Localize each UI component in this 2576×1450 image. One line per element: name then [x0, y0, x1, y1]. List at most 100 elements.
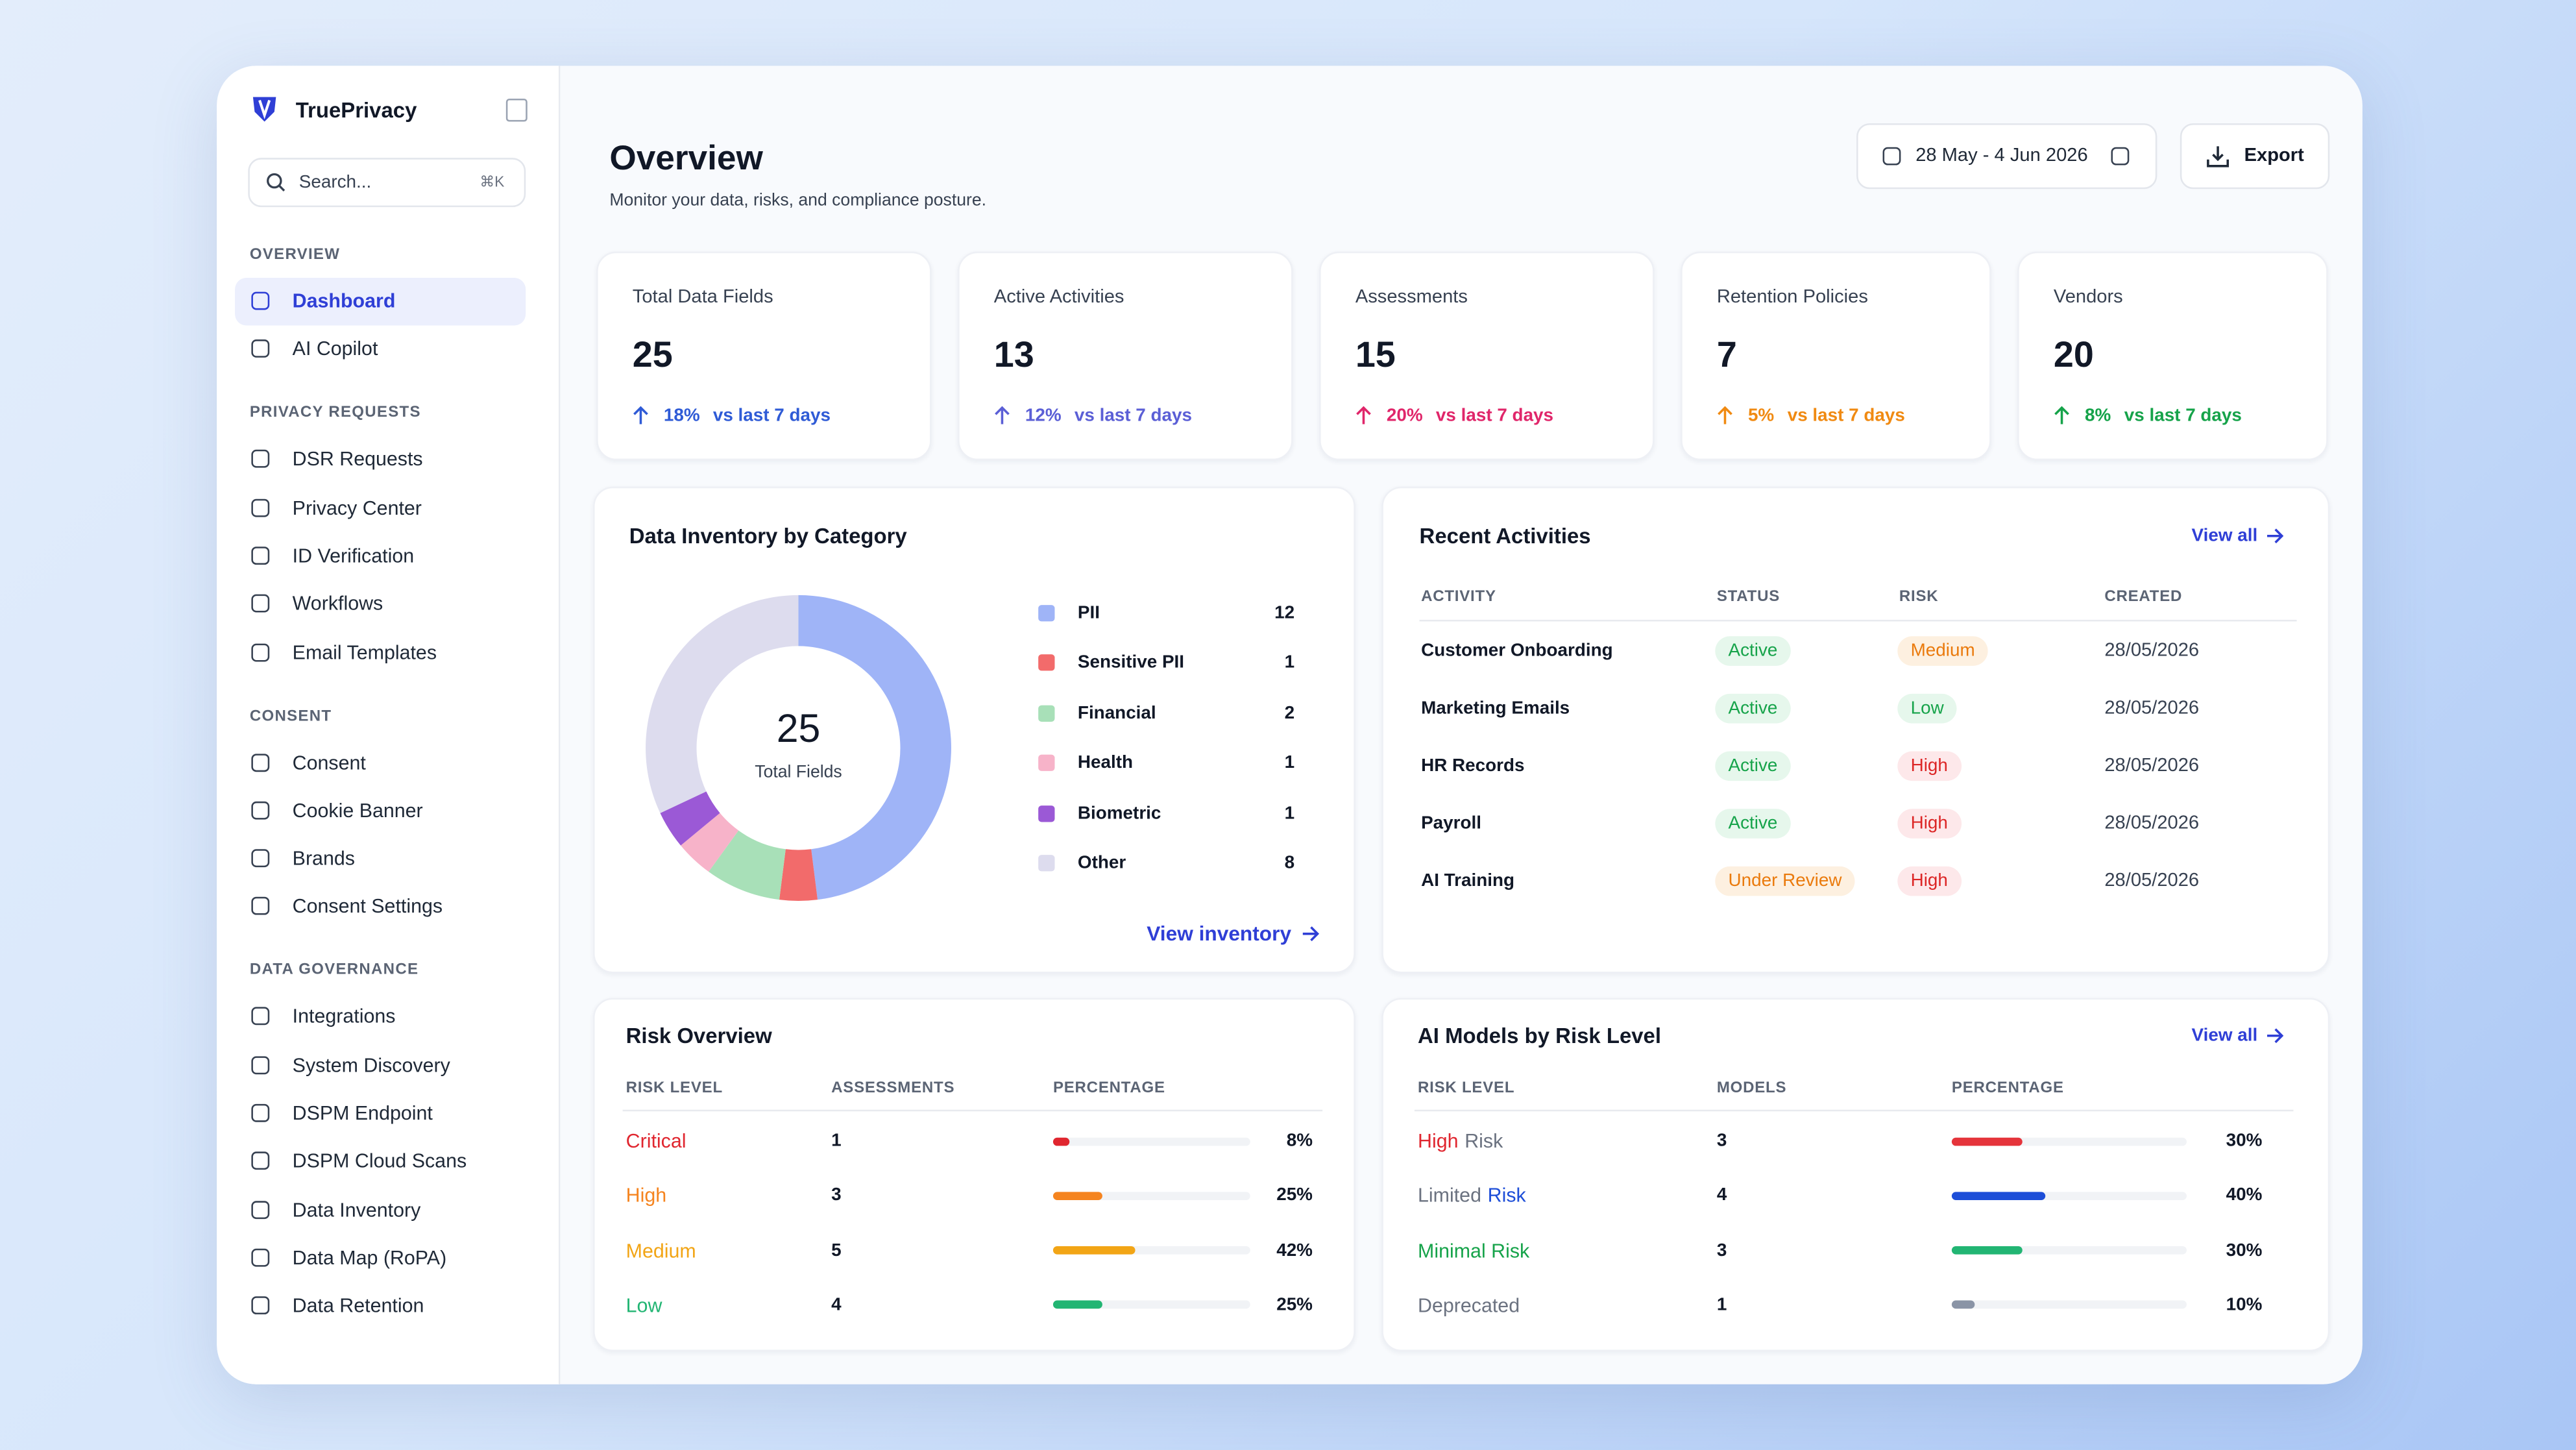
arrow-shape [2054, 406, 2069, 424]
row-count: 1 [1716, 1295, 1727, 1316]
logo [252, 97, 276, 122]
stat-compare: vs last 7 days [1787, 406, 1905, 426]
legend-swatch [1038, 705, 1055, 722]
up-arrow [1718, 406, 1732, 424]
nav-item[interactable]: DSPM Endpoint [292, 1101, 433, 1125]
stat-change: 5% [1747, 406, 1775, 426]
chart-title: Data Inventory by Category [629, 523, 907, 548]
collapse-button[interactable] [505, 98, 528, 122]
nav-active-bg [235, 276, 526, 325]
arrow-shape [2267, 1028, 2284, 1044]
stat-compare: vs last 7 days [2124, 406, 2242, 426]
stat-label: Retention Policies [1716, 288, 1868, 308]
risk-level: High [626, 1184, 667, 1207]
nav-item[interactable]: ID Verification [292, 544, 415, 567]
risk-card: Risk Overview RISK LEVEL ASSESSMENTS PERCEN… [593, 998, 1355, 1352]
nav-item[interactable]: Data Inventory [292, 1198, 421, 1221]
search-box[interactable] [248, 158, 526, 208]
arrow-shape [2267, 528, 2284, 544]
nav-item[interactable]: AI Copilot [292, 337, 378, 361]
nav-item[interactable]: Email Templates [292, 640, 437, 664]
view-all-link: View all [2191, 526, 2258, 546]
nav-item[interactable]: Data Map (RoPA) [292, 1246, 447, 1270]
table-header: RISK LEVEL [1418, 1079, 1515, 1098]
arrow-shape [995, 406, 1010, 424]
search-shortcut: ⌘K [480, 173, 505, 190]
legend-value: 2 [1284, 703, 1295, 723]
table-rule [1419, 619, 2297, 622]
stat-card: Active Activities 13 12% vs last 7 days [958, 251, 1293, 461]
stat-card: Vendors 20 8% vs last 7 days [2017, 251, 2328, 461]
arrow-icon [2267, 1028, 2284, 1044]
nav-item[interactable]: DSR Requests [292, 447, 423, 471]
export-button[interactable] [2180, 123, 2330, 190]
stat-value: 25 [632, 334, 673, 375]
donut-segment [779, 849, 818, 902]
nav-icon [251, 1055, 270, 1074]
download-icon [2207, 146, 2230, 167]
up-arrow [995, 406, 1010, 424]
nav-item[interactable]: Data Retention [292, 1294, 424, 1318]
nav-item[interactable]: DSPM Cloud Scans [292, 1149, 467, 1173]
table-header: ASSESSMENTS [831, 1079, 955, 1098]
nav-item[interactable]: Cookie Banner [292, 798, 423, 822]
nav-item[interactable]: Privacy Center [292, 495, 422, 519]
nav-icon [251, 643, 270, 661]
activity-name: Payroll [1421, 813, 1481, 834]
legend-label: Biometric [1077, 803, 1161, 823]
percent-label: 30% [2226, 1240, 2263, 1260]
nav-icon [251, 1152, 270, 1170]
risk-level: Minimal Risk [1418, 1238, 1530, 1262]
nav-item[interactable]: Brands [292, 846, 355, 870]
legend-value: 1 [1284, 653, 1295, 673]
percent-bar [1052, 1301, 1102, 1310]
nav-item[interactable]: Workflows [292, 592, 383, 615]
date-picker[interactable] [1856, 123, 2157, 190]
nav-icon [251, 1103, 270, 1122]
percent-bar [1052, 1137, 1069, 1146]
nav-item[interactable]: Consent [292, 750, 366, 774]
bar-track [1052, 1301, 1250, 1310]
card-title: AI Models by Risk Level [1418, 1023, 1662, 1048]
donut-segment [798, 595, 951, 900]
status-badge: Under Review [1715, 866, 1855, 896]
nav-icon [251, 897, 270, 916]
nav-item[interactable]: Integrations [292, 1005, 396, 1029]
percent-bar [1052, 1191, 1102, 1200]
legend-label: Financial [1077, 703, 1156, 723]
created-date: 28/05/2026 [2104, 756, 2200, 776]
nav-icon [251, 1248, 270, 1267]
nav-item[interactable]: System Discovery [292, 1053, 450, 1077]
status-badge: Active [1715, 636, 1791, 666]
created-date: 28/05/2026 [2104, 813, 2200, 834]
bar-track [1052, 1137, 1250, 1146]
legend-label: PII [1077, 603, 1100, 623]
nav-section-title: DATA GOVERNANCE [249, 961, 419, 980]
nav-item[interactable]: Consent Settings [292, 894, 443, 918]
donut-segment [681, 813, 739, 872]
legend-value: 1 [1284, 753, 1295, 773]
legend-swatch [1038, 805, 1055, 822]
row-count: 3 [1716, 1240, 1727, 1260]
stat-card: Retention Policies 7 5% vs last 7 days [1681, 251, 1991, 461]
stat-change: 20% [1386, 406, 1423, 426]
stat-change: 18% [663, 406, 700, 426]
risk-level: Limited [1418, 1184, 1481, 1207]
row-count: 3 [1716, 1131, 1727, 1151]
created-date: 28/05/2026 [2104, 641, 2200, 661]
created-date: 28/05/2026 [2104, 871, 2200, 891]
arrow-icon [1302, 926, 1320, 942]
nav-icon [251, 546, 270, 565]
up-arrow [633, 406, 648, 424]
table-header: RISK [1899, 587, 1939, 606]
risk-level: Medium [626, 1238, 696, 1262]
nav-item[interactable]: Dashboard [292, 289, 396, 313]
risk-level: Risk [1464, 1129, 1503, 1153]
donut-center-value: 25 [777, 706, 821, 750]
legend-swatch [1038, 605, 1055, 622]
inventory-card: Data Inventory by Category 25 Total Fields… [593, 486, 1355, 974]
activity-name: AI Training [1421, 871, 1515, 891]
